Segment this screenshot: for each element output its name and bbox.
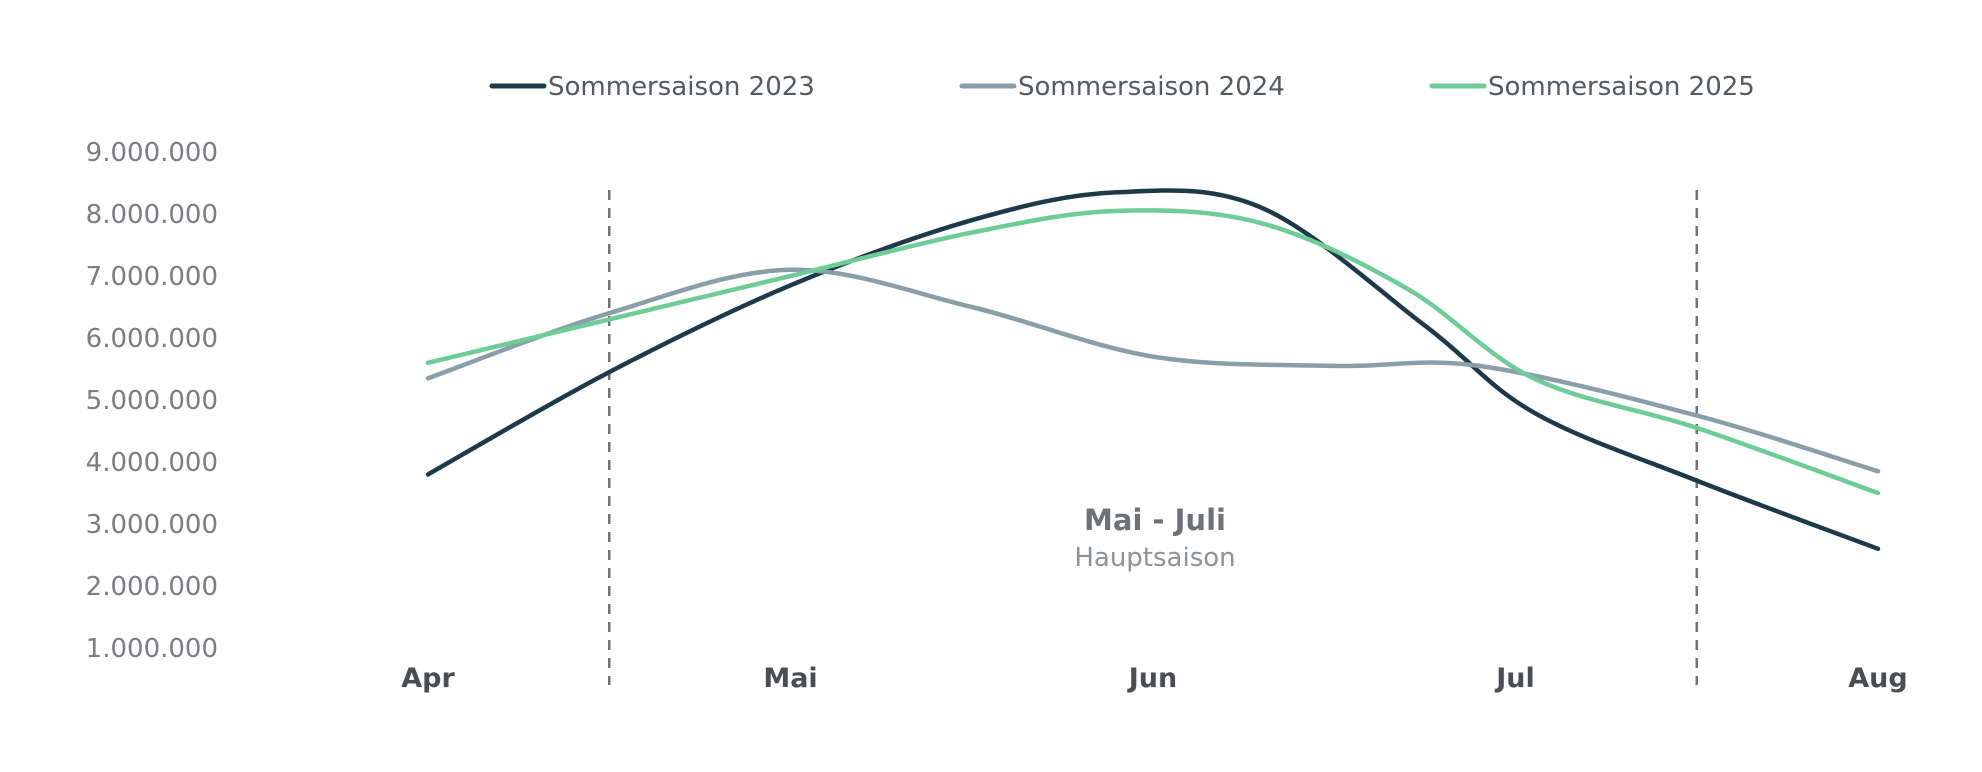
series-line-3 [425, 208, 1881, 496]
x-tick-label: Apr [401, 663, 455, 694]
x-tick-label: Aug [1848, 663, 1907, 694]
x-axis: Apr Mai Jun Jul Aug [401, 663, 1908, 694]
annotation-subtitle: Hauptsaison [1074, 543, 1235, 573]
series-lines [425, 188, 1881, 552]
y-tick-label: 5.000.000 [86, 386, 218, 416]
legend-label: Sommersaison 2024 [1018, 72, 1285, 102]
y-tick-label: 7.000.000 [86, 262, 218, 292]
y-tick-label: 8.000.000 [86, 200, 218, 230]
series-line-1 [425, 188, 1881, 552]
y-tick-label: 2.000.000 [86, 572, 218, 602]
series-line-2 [425, 267, 1881, 474]
y-tick-label: 4.000.000 [86, 448, 218, 478]
legend-label: Sommersaison 2023 [548, 72, 815, 102]
y-tick-label: 3.000.000 [86, 510, 218, 540]
x-tick-label: Mai [763, 663, 817, 694]
x-tick-label: Jul [1494, 663, 1535, 694]
legend: Sommersaison 2023 Sommersaison 2024 Sommer… [489, 72, 1755, 102]
y-tick-label: 9.000.000 [86, 138, 218, 168]
x-tick-label: Jun [1127, 663, 1178, 694]
legend-item: Sommersaison 2023 [489, 72, 815, 102]
y-tick-label: 1.000.000 [86, 634, 218, 664]
legend-label: Sommersaison 2025 [1488, 72, 1755, 102]
season-region: Mai - Juli Hauptsaison [608, 190, 1698, 685]
y-axis: 1.000.000 2.000.000 3.000.000 4.000.000 5.00… [86, 138, 218, 664]
legend-item: Sommersaison 2025 [1429, 72, 1755, 102]
annotation-title: Mai - Juli [1084, 503, 1226, 537]
legend-item: Sommersaison 2024 [959, 72, 1285, 102]
y-tick-label: 6.000.000 [86, 324, 218, 354]
